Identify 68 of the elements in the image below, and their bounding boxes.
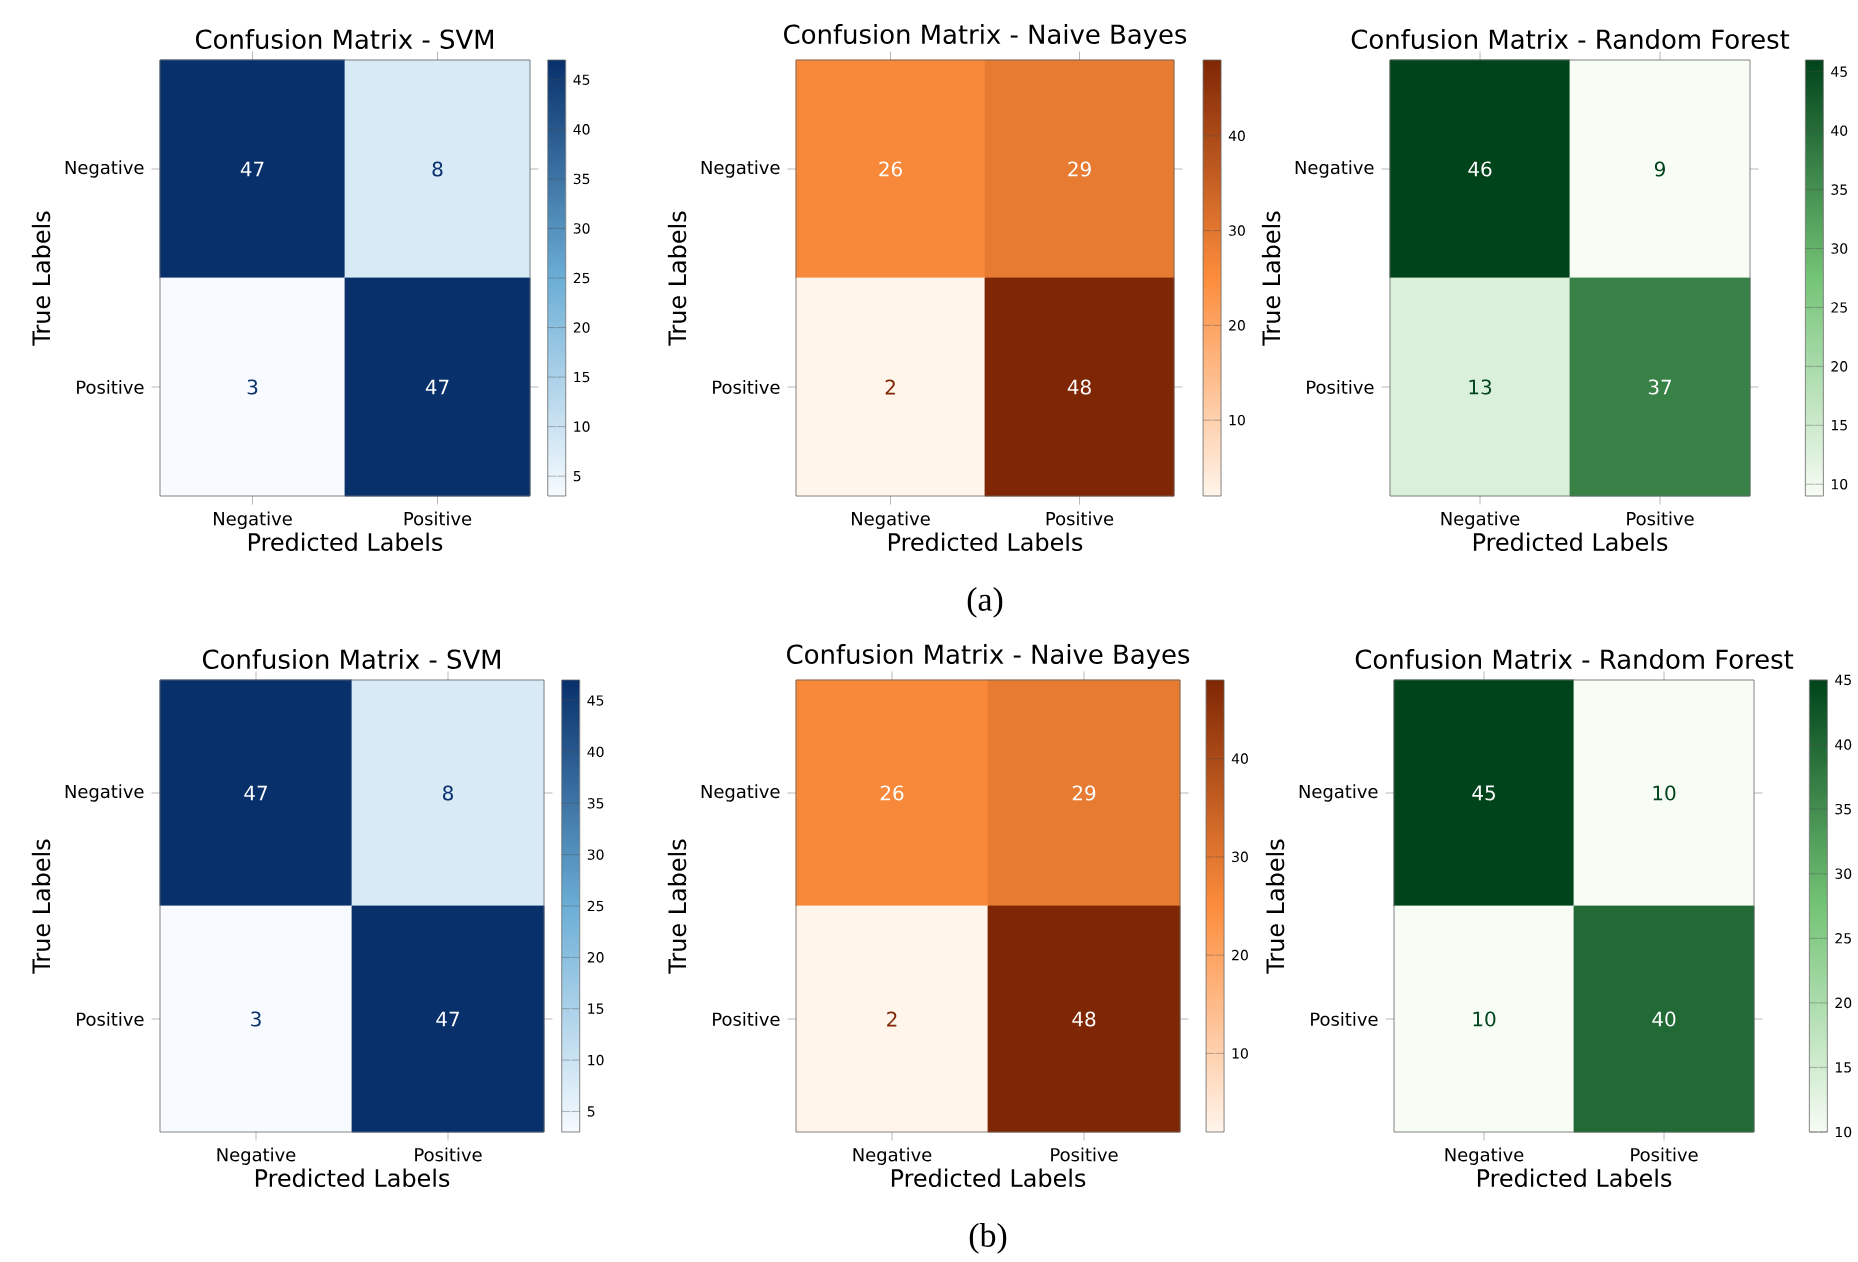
y-axis-title: True Labels (31, 211, 51, 346)
data-label: 46 (1468, 161, 1492, 177)
y-tick-label: Positive (713, 1012, 780, 1026)
data-label: 48 (1067, 379, 1091, 395)
x-tick-label: Positive (1627, 511, 1694, 526)
y-axis-title: True Labels (31, 839, 51, 974)
x-axis-title: Predicted Labels (255, 1168, 450, 1188)
chart-title: Confusion Matrix - Random Forest (1351, 28, 1790, 50)
data-label: 47 (425, 379, 449, 395)
y-tick-label: Positive (77, 380, 144, 394)
data-label: 47 (436, 1011, 459, 1027)
chart-title: Confusion Matrix - Naive Bayes (787, 643, 1190, 670)
data-label: 9 (1654, 161, 1665, 177)
data-label: 29 (1072, 785, 1096, 801)
y-tick-label: Negative (65, 160, 144, 178)
chart-title: Confusion Matrix - Random Forest (1355, 648, 1794, 670)
y-tick-label: Negative (65, 784, 144, 802)
y-axis-title: True Labels (1265, 839, 1285, 974)
x-tick-label: Positive (415, 1147, 482, 1162)
y-tick-label: Positive (1307, 380, 1374, 394)
y-tick-label: Negative (1299, 784, 1378, 802)
x-tick-label: Negative (1445, 1147, 1524, 1165)
chart-title: Confusion Matrix - Naive Bayes (784, 23, 1187, 49)
data-label: 40 (1652, 1011, 1676, 1027)
data-label: 37 (1648, 379, 1671, 395)
data-label: 10 (1653, 785, 1676, 801)
data-label: 10 (1473, 1011, 1496, 1027)
data-label: 8 (443, 785, 453, 801)
data-label: 26 (879, 161, 902, 177)
x-axis-title: Predicted Labels (1477, 1168, 1672, 1188)
data-label: 3 (247, 379, 258, 395)
data-label: 3 (251, 1011, 261, 1027)
x-tick-label: Positive (404, 511, 472, 526)
x-tick-label: Positive (1046, 511, 1114, 526)
x-tick-label: Positive (1631, 1147, 1698, 1162)
chart-title: Confusion Matrix - SVM (202, 648, 500, 670)
x-axis-title: Predicted Labels (891, 1168, 1086, 1188)
text: (a) (967, 587, 1003, 618)
y-tick-label: Negative (1295, 160, 1374, 178)
x-tick-label: Positive (1051, 1147, 1118, 1162)
x-axis-title: Predicted Labels (248, 532, 443, 552)
data-label: 2 (887, 1011, 897, 1027)
x-tick-label: Negative (852, 511, 930, 529)
data-label: 2 (885, 379, 895, 395)
chart-title: Confusion Matrix - SVM (195, 28, 493, 50)
data-label: 48 (1072, 1011, 1096, 1027)
x-tick-label: Negative (853, 1147, 932, 1165)
y-tick-label: Positive (77, 1012, 144, 1026)
y-axis-title: True Labels (667, 211, 687, 346)
text: (b) (969, 1223, 1007, 1254)
x-tick-label: Negative (1441, 511, 1520, 529)
y-axis-title: True Labels (1261, 211, 1281, 346)
data-label: 8 (432, 161, 443, 177)
data-label: 13 (1469, 379, 1492, 395)
y-tick-label: Negative (701, 784, 780, 802)
data-label: 47 (240, 161, 264, 177)
x-axis-title: Predicted Labels (888, 532, 1083, 552)
y-axis-title: True Labels (667, 839, 687, 974)
y-tick-label: Negative (701, 160, 780, 178)
x-tick-label: Negative (217, 1147, 296, 1165)
x-axis-title: Predicted Labels (1473, 532, 1668, 552)
data-label: 45 (1472, 785, 1495, 801)
x-tick-label: Negative (214, 511, 292, 529)
data-label: 47 (244, 785, 267, 801)
y-tick-label: Positive (713, 380, 780, 394)
y-tick-label: Positive (1311, 1012, 1378, 1026)
data-label: 29 (1068, 161, 1091, 177)
data-label: 26 (880, 785, 904, 801)
